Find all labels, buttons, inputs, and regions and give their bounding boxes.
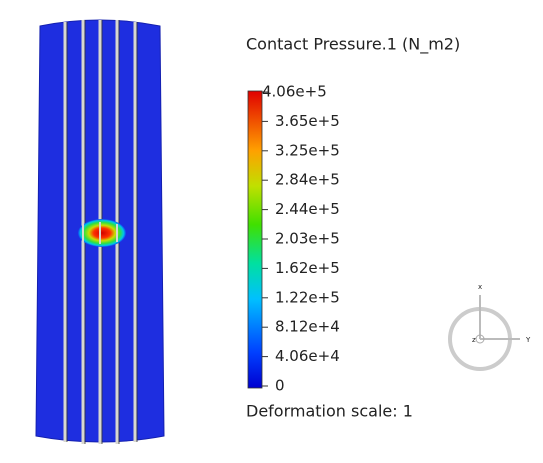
tick-label: 2.84e+5: [275, 171, 340, 189]
tick-label: 2.03e+5: [275, 230, 340, 248]
tick-label: 1.62e+5: [275, 259, 340, 277]
tick-label: 1.22e+5: [275, 288, 340, 306]
tick-label: 2.44e+5: [275, 200, 340, 218]
tick-label: 4.06e+4: [275, 347, 340, 365]
tire-model: [35, 19, 165, 444]
tick-label: 4.06e+5: [262, 83, 327, 101]
triad-y: Y: [525, 336, 531, 344]
color-bar-ticks: 4.06e+5 3.65e+5 3.25e+5 2.84e+5 2.44e+5 2.03e…: [262, 83, 340, 395]
deformation-scale: Deformation scale: 1: [246, 402, 413, 421]
triad-x: x: [478, 283, 482, 291]
axis-triad: x Y z: [448, 283, 531, 371]
color-bar: [247, 90, 263, 389]
tick-label: 3.65e+5: [275, 112, 340, 130]
tick-label: 3.25e+5: [275, 141, 340, 159]
tick-label: 0: [275, 377, 285, 395]
tick-label: 8.12e+4: [275, 318, 340, 336]
triad-z: z: [472, 336, 476, 344]
legend-title: Contact Pressure.1 (N_m2): [246, 35, 460, 55]
